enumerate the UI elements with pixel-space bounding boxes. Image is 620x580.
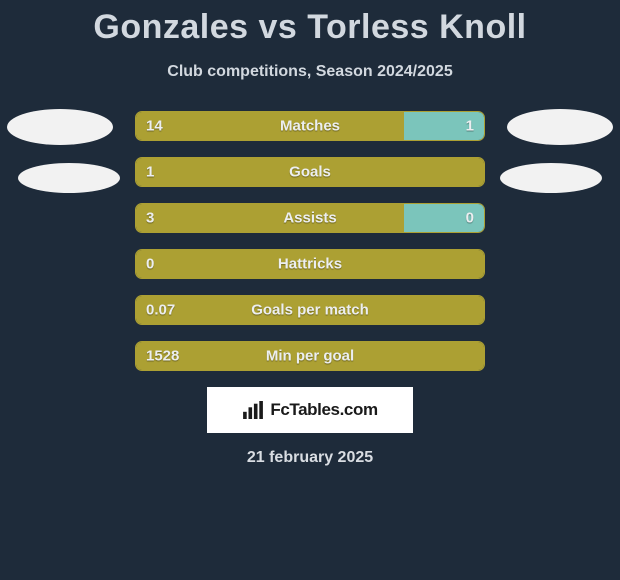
player1-avatar bbox=[7, 109, 113, 145]
stat-label: Assists bbox=[283, 210, 336, 227]
stat-row: 3 Assists 0 bbox=[135, 203, 485, 233]
comparison-chart: 14 Matches 1 1 Goals 3 Assists 0 0 Hattricks 0.07 G… bbox=[0, 111, 620, 371]
player2-avatar bbox=[507, 109, 613, 145]
stat-row: 1528 Min per goal bbox=[135, 341, 485, 371]
bar-chart-icon bbox=[242, 401, 264, 419]
footer-date: 21 february 2025 bbox=[0, 449, 620, 467]
stat-row: 0.07 Goals per match bbox=[135, 295, 485, 325]
stat-label: Matches bbox=[280, 118, 340, 135]
player1-value: 1 bbox=[146, 164, 154, 181]
stat-label: Goals bbox=[289, 164, 331, 181]
branding-text: FcTables.com bbox=[270, 400, 377, 420]
stat-label: Hattricks bbox=[278, 256, 342, 273]
stat-row: 14 Matches 1 bbox=[135, 111, 485, 141]
player1-club-badge bbox=[18, 163, 120, 193]
branding-banner: FcTables.com bbox=[207, 387, 413, 433]
stat-rows: 14 Matches 1 1 Goals 3 Assists 0 0 Hattricks 0.07 G… bbox=[135, 111, 485, 371]
player2-value: 0 bbox=[466, 210, 474, 227]
player1-value: 1528 bbox=[146, 348, 179, 365]
player1-value: 3 bbox=[146, 210, 154, 227]
page-subtitle: Club competitions, Season 2024/2025 bbox=[0, 63, 620, 81]
player1-bar-segment bbox=[136, 204, 404, 232]
stat-row: 0 Hattricks bbox=[135, 249, 485, 279]
player2-value: 1 bbox=[466, 118, 474, 135]
player1-value: 0 bbox=[146, 256, 154, 273]
player1-bar-segment bbox=[136, 112, 404, 140]
player1-value: 14 bbox=[146, 118, 163, 135]
page-title: Gonzales vs Torless Knoll bbox=[0, 0, 620, 47]
stat-label: Min per goal bbox=[266, 348, 354, 365]
stat-row: 1 Goals bbox=[135, 157, 485, 187]
player1-value: 0.07 bbox=[146, 302, 175, 319]
stat-label: Goals per match bbox=[251, 302, 369, 319]
player2-club-badge bbox=[500, 163, 602, 193]
